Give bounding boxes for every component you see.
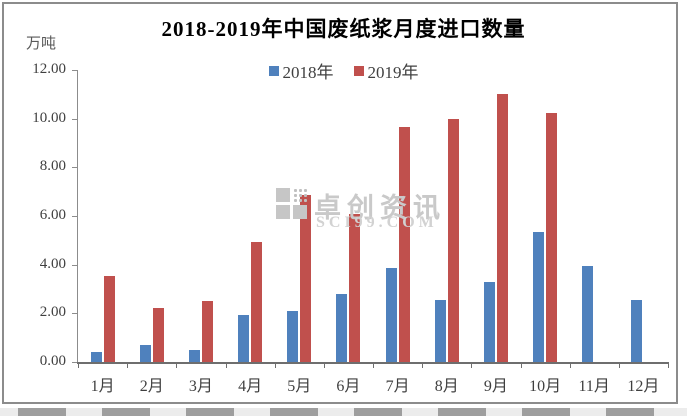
- x-axis-label: 9月: [483, 378, 508, 395]
- bar-2018年-9月: [483, 281, 495, 362]
- x-axis-label: 3月: [188, 378, 213, 395]
- y-axis-label: 2.00: [39, 304, 66, 321]
- y-axis-tick: [72, 118, 77, 120]
- x-axis-tick: [127, 363, 129, 368]
- bar-2019年-2月: [152, 308, 164, 362]
- bar-2019年-9月: [496, 94, 508, 362]
- x-axis-label: 7月: [385, 378, 410, 395]
- legend-label-2019: 2019年: [367, 63, 419, 82]
- bar-2018年-1月: [90, 352, 102, 362]
- bar-2019年-4月: [251, 241, 263, 362]
- bar-2019年-5月: [300, 195, 312, 362]
- legend: 2018年 2019年: [0, 58, 687, 83]
- x-axis-label: 1月: [90, 378, 115, 395]
- x-axis-label: 5月: [287, 378, 312, 395]
- x-axis-tick: [618, 363, 620, 368]
- y-axis-tick: [72, 313, 77, 315]
- bar-2018年-8月: [434, 299, 446, 362]
- legend-swatch-2018: [268, 65, 279, 76]
- y-axis-tick: [72, 70, 77, 71]
- bar-2019年-6月: [349, 213, 361, 362]
- y-axis-label: 4.00: [39, 255, 66, 272]
- bar-2018年-5月: [287, 310, 299, 362]
- y-axis-unit-label: 万吨: [26, 36, 57, 52]
- y-axis-tick: [72, 167, 77, 169]
- x-axis-tick: [78, 363, 79, 368]
- bottom-edge-strip: [0, 408, 687, 416]
- bar-2019年-7月: [398, 127, 410, 362]
- bar-2019年-1月: [103, 275, 115, 362]
- bar-2019年-3月: [201, 301, 213, 362]
- x-axis-label: 4月: [238, 378, 263, 395]
- legend-swatch-2019: [353, 65, 364, 76]
- bar-2018年-7月: [385, 268, 397, 362]
- y-axis-tick: [72, 216, 77, 217]
- x-axis-label: 10月: [529, 378, 562, 395]
- x-axis-tick: [471, 363, 473, 368]
- bar-2018年-2月: [139, 344, 151, 362]
- x-axis-tick: [668, 363, 669, 368]
- x-axis-label: 11月: [578, 378, 610, 395]
- y-axis-label: 0.00: [39, 353, 66, 369]
- legend-item-2019: 2019年: [353, 58, 419, 83]
- x-axis-label: 2月: [139, 378, 164, 395]
- y-axis: [77, 70, 78, 362]
- x-axis-tick: [274, 363, 276, 368]
- bar-2018年-6月: [336, 293, 348, 362]
- x-axis-label: 12月: [627, 378, 660, 395]
- bar-2018年-4月: [238, 314, 250, 362]
- bar-2018年-12月: [631, 299, 643, 362]
- x-axis-label: 8月: [434, 378, 459, 395]
- x-axis-label: 6月: [336, 378, 361, 395]
- legend-label-2018: 2018年: [282, 63, 334, 82]
- y-axis-label: 10.00: [32, 109, 66, 126]
- x-axis-tick: [520, 363, 522, 368]
- x-axis-tick: [176, 363, 178, 368]
- y-axis-label: 12.00: [32, 61, 66, 77]
- bar-2018年-3月: [188, 349, 200, 362]
- x-axis-tick: [422, 363, 424, 368]
- bar-2019年-10月: [546, 112, 558, 362]
- x-axis-tick: [323, 363, 325, 368]
- bar-2018年-10月: [533, 231, 545, 362]
- legend-item-2018: 2018年: [268, 58, 334, 83]
- y-axis-tick: [72, 362, 77, 363]
- y-axis-label: 8.00: [39, 158, 66, 175]
- x-axis-tick: [225, 363, 227, 368]
- chart-title: 2018-2019年中国废纸浆月度进口数量: [161, 17, 526, 41]
- bar-2018年-11月: [582, 265, 594, 362]
- x-axis-tick: [569, 363, 571, 368]
- x-axis-tick: [373, 363, 374, 368]
- y-axis-label: 6.00: [39, 207, 66, 223]
- bar-2019年-8月: [447, 118, 459, 362]
- y-axis-tick: [72, 264, 77, 266]
